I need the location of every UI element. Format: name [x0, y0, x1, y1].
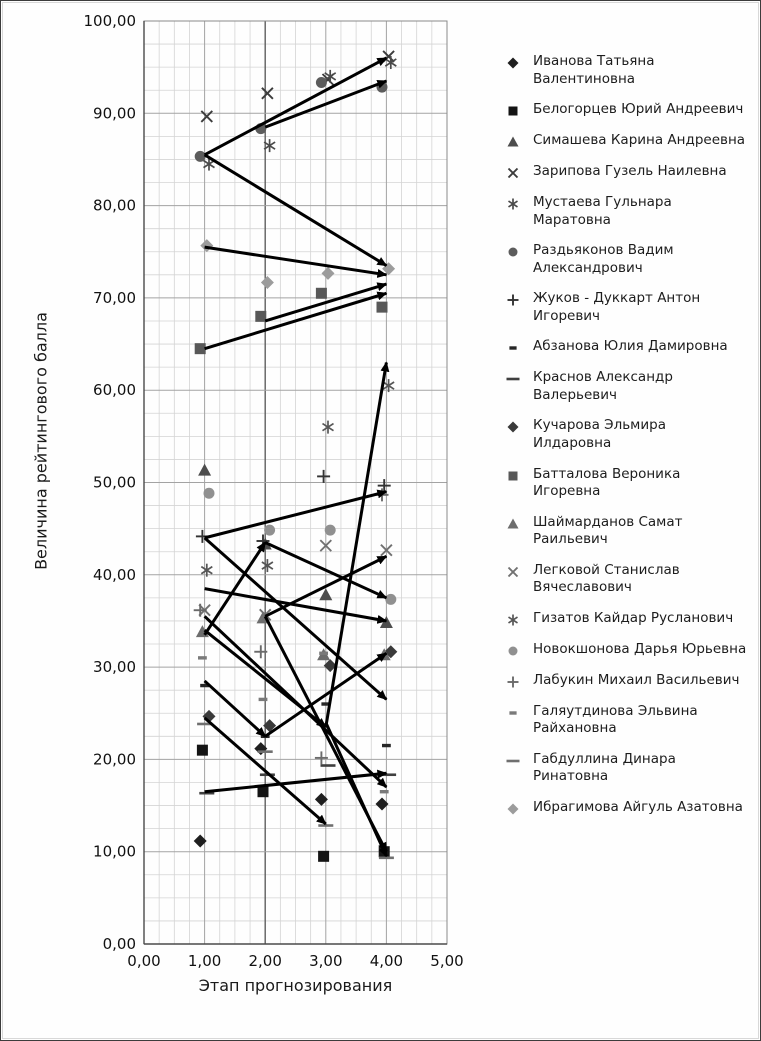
square-marker-icon	[508, 471, 518, 481]
x-marker-icon	[507, 566, 519, 577]
legend-item: Галяутдинова Эльвина Райхановна	[504, 703, 747, 738]
dash-short-marker-icon	[509, 711, 517, 715]
legend-label: Легковой Станислав Вячеславович	[533, 561, 680, 596]
legend-item: Абзанова Юлия Дамировна	[504, 338, 747, 356]
svg-text:5,00: 5,00	[430, 952, 463, 970]
legend-item: Раздьяконов Вадим Александрович	[504, 242, 747, 277]
triangle-marker-icon	[507, 518, 519, 529]
asterisk-marker-icon	[508, 198, 518, 210]
legend-item: Габдуллина Динара Ринатовна	[504, 751, 747, 786]
svg-text:2,00: 2,00	[248, 952, 281, 970]
legend-item: Лабукин Михаил Васильевич	[504, 672, 747, 690]
legend-label: Иванова Татьяна Валентиновна	[533, 53, 655, 87]
legend-label: Абзанова Юлия Дамировна	[533, 338, 728, 355]
legend-label: Новокшонова Дарья Юрьевна	[533, 640, 747, 657]
svg-text:0,00: 0,00	[127, 952, 160, 970]
dash-short-marker-icon	[509, 346, 517, 351]
plus-marker-icon	[507, 294, 519, 306]
legend-label: Кучарова Эльмира Илдаровна	[533, 417, 666, 452]
legend-label: Габдуллина Динара Ринатовна	[533, 750, 676, 785]
legend-item: Легковой Станислав Вячеславович	[504, 562, 747, 597]
legend-item: Шаймарданов Самат Раильевич	[504, 514, 747, 549]
circle-marker-icon	[508, 247, 518, 257]
legend-item: Иванова Татьяна Валентиновна	[504, 53, 747, 88]
legend-label: Гизатов Кайдар Русланович	[533, 609, 734, 626]
legend-item: Гизатов Кайдар Русланович	[504, 610, 747, 628]
svg-text:90,00: 90,00	[93, 104, 136, 122]
svg-text:10,00: 10,00	[93, 843, 136, 861]
x-marker-icon	[507, 167, 519, 179]
square-marker-icon	[508, 106, 518, 116]
series-points	[193, 50, 398, 862]
legend-label: Лабукин Михаил Васильевич	[533, 671, 740, 688]
legend-item: Батталова Вероника Игоревна	[504, 466, 747, 501]
legend-item: Новокшонова Дарья Юрьевна	[504, 641, 747, 659]
svg-text:4,00: 4,00	[370, 952, 403, 970]
svg-text:30,00: 30,00	[93, 658, 136, 676]
legend-label: Батталова Вероника Игоревна	[533, 465, 681, 500]
legend-item: Мустаева Гульнара Маратовна	[504, 194, 747, 229]
legend-item: Зарипова Гузель Наилевна	[504, 163, 747, 181]
diamond-marker-icon	[507, 803, 519, 815]
diamond-marker-icon	[507, 421, 519, 433]
svg-text:0,00: 0,00	[103, 935, 136, 953]
legend-item: Белогорцев Юрий Андреевич	[504, 101, 747, 119]
triangle-marker-icon	[507, 136, 519, 147]
chart-legend: Иванова Татьяна Валентиновна Белогорцев Ю…	[504, 53, 747, 817]
legend-label: Жуков - Дуккарт Антон Игоревич	[533, 290, 701, 324]
legend-label: Краснов Александр Валерьевич	[533, 369, 673, 403]
dash-long-marker-icon	[506, 759, 520, 763]
legend-item: Симашева Карина Андреевна	[504, 132, 747, 150]
legend-label: Раздьяконов Вадим Александрович	[533, 242, 674, 276]
legend-label: Симашева Карина Андреевна	[533, 132, 746, 149]
svg-text:100,00: 100,00	[84, 12, 137, 30]
svg-text:60,00: 60,00	[93, 381, 136, 399]
legend-label: Зарипова Гузель Наилевна	[533, 163, 727, 180]
svg-text:3,00: 3,00	[309, 952, 342, 970]
svg-text:20,00: 20,00	[93, 750, 136, 768]
legend-label: Белогорцев Юрий Андреевич	[533, 101, 744, 118]
asterisk-marker-icon	[508, 614, 518, 626]
svg-text:40,00: 40,00	[93, 566, 136, 584]
trend-arrows	[203, 56, 390, 858]
legend-item: Жуков - Дуккарт Антон Игоревич	[504, 290, 747, 325]
legend-item: Ибрагимова Айгуль Азатовна	[504, 799, 747, 817]
x-axis-title: Этап прогнозирования	[198, 976, 393, 995]
svg-text:1,00: 1,00	[188, 952, 221, 970]
legend-label: Мустаева Гульнара Маратовна	[533, 194, 672, 228]
legend-label: Шаймарданов Самат Раильевич	[533, 513, 683, 548]
plus-marker-icon	[507, 676, 519, 688]
legend-item: Краснов Александр Валерьевич	[504, 369, 747, 404]
y-axis-title: Величина рейтингового балла	[31, 312, 51, 570]
diamond-marker-icon	[507, 57, 519, 69]
legend-item: Кучарова Эльмира Илдаровна	[504, 417, 747, 452]
svg-text:50,00: 50,00	[93, 474, 136, 492]
legend-label: Ибрагимова Айгуль Азатовна	[533, 799, 743, 816]
circle-marker-icon	[508, 646, 518, 656]
svg-text:80,00: 80,00	[93, 197, 136, 215]
legend-label: Галяутдинова Эльвина Райхановна	[533, 702, 698, 737]
dash-long-marker-icon	[506, 378, 520, 381]
svg-text:70,00: 70,00	[93, 289, 136, 307]
